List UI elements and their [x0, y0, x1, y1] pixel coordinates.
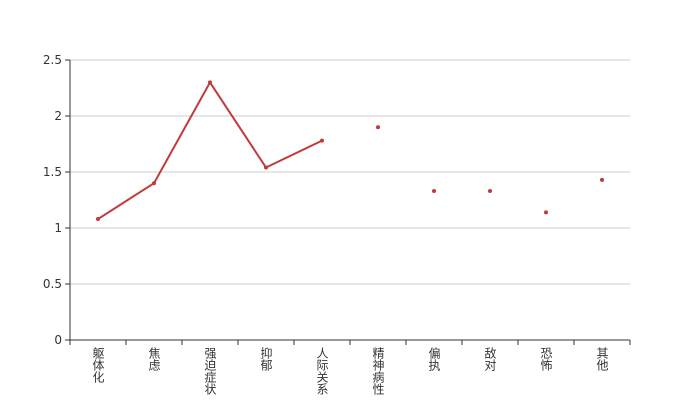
- series-line: [97, 80, 323, 220]
- data-point: [320, 138, 324, 143]
- y-tick-label: 2.5: [43, 53, 62, 67]
- y-tick-label: 2: [54, 109, 62, 123]
- x-tick-label: 精神病性: [371, 347, 385, 396]
- x-tick-label: 恐怖: [539, 347, 553, 371]
- x-tick-label: 其他: [595, 347, 609, 371]
- x-tick-label: 偏执: [427, 346, 441, 372]
- x-tick-label: 强迫症状: [203, 347, 217, 395]
- data-point: [544, 210, 548, 215]
- y-tick-label: 0: [54, 333, 62, 347]
- data-point: [600, 177, 604, 182]
- x-tick-label: 躯体化: [91, 346, 105, 384]
- x-tick-label: 人际关系: [315, 347, 329, 395]
- x-tick-label: 敌对: [483, 346, 497, 371]
- data-point: [488, 189, 492, 194]
- x-tick-label: 焦虑: [147, 347, 161, 371]
- data-point: [432, 189, 436, 194]
- data-point: [208, 80, 212, 85]
- y-tick-label: 1.5: [43, 165, 62, 179]
- x-tick-label: 抑郁: [259, 346, 273, 372]
- data-point: [96, 217, 100, 222]
- data-point: [152, 181, 156, 186]
- data-point: [264, 165, 268, 170]
- y-tick-label: 1: [54, 221, 62, 235]
- data-point: [376, 125, 380, 130]
- y-tick-label: 0.5: [43, 277, 62, 291]
